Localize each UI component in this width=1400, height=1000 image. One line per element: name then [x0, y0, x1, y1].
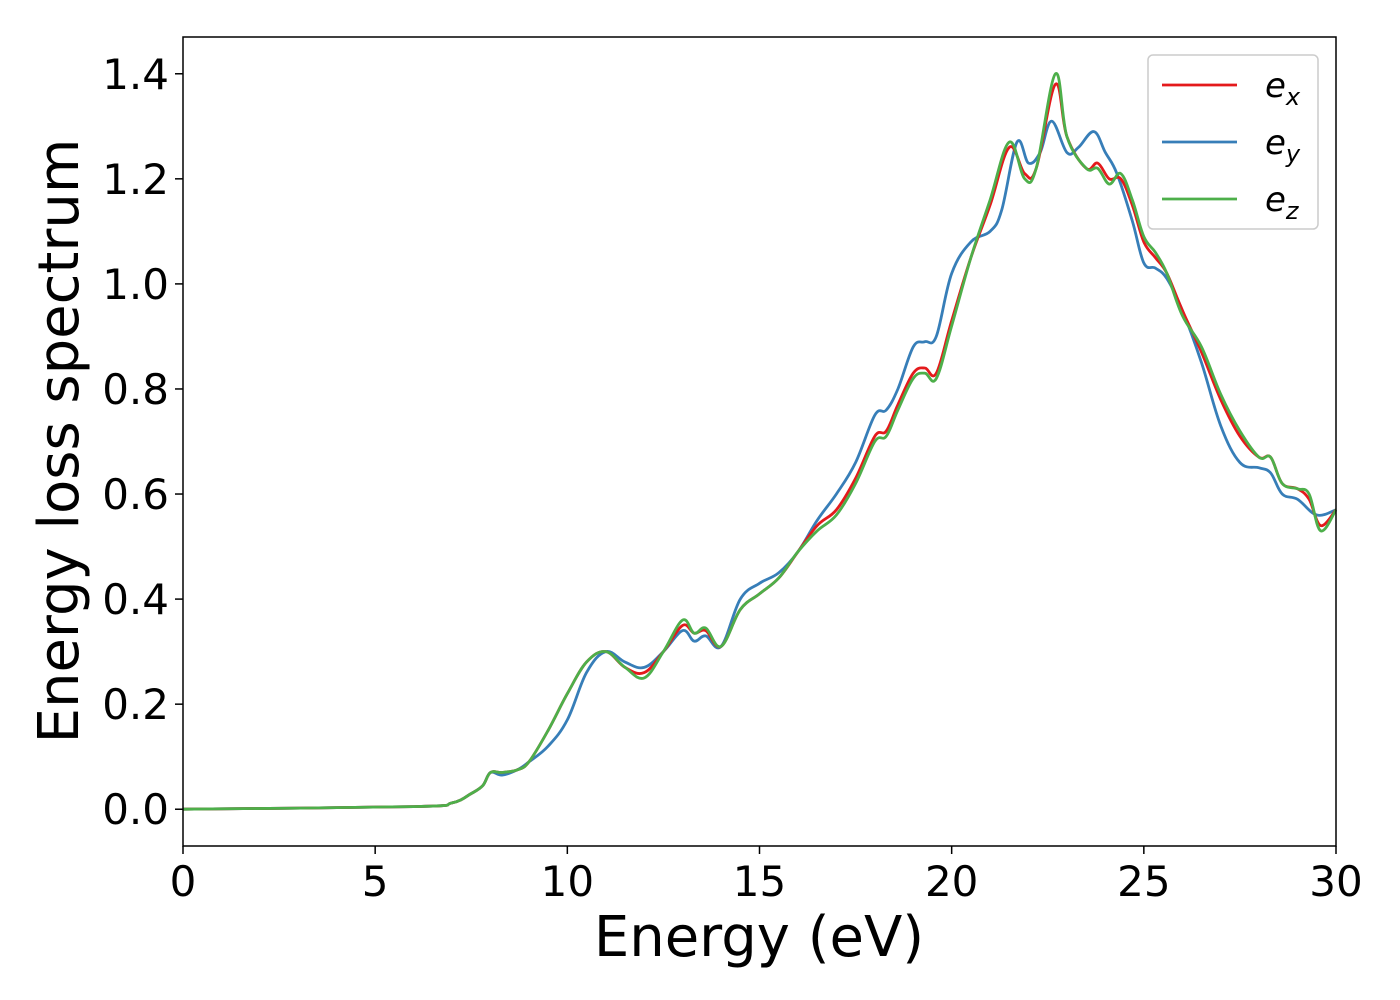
y-tick-label: 0.6: [102, 470, 169, 519]
x-tick-label: 20: [925, 857, 978, 906]
series-line-e-y: [182, 119, 1337, 811]
y-tick-label: 0.2: [102, 680, 169, 729]
x-tick-label: 5: [362, 857, 389, 906]
x-axis-title: Energy (eV): [594, 905, 924, 970]
legend-label-e-x: ex: [1265, 66, 1301, 111]
legend-label-e-y: ey: [1265, 123, 1301, 168]
y-tick-label: 0.8: [102, 365, 169, 414]
y-tick-label: 0.0: [102, 785, 169, 834]
x-tick-label: 0: [170, 857, 197, 906]
x-axis-ticks: 0 5 10 15 20 25 30: [170, 846, 1363, 906]
y-axis-ticks: 0.0 0.2 0.4 0.6 0.8 1.0 1.2 1.4: [102, 50, 183, 834]
series-line-e-z: [182, 72, 1338, 811]
y-tick-label: 1.0: [102, 260, 169, 309]
x-tick-label: 30: [1309, 857, 1362, 906]
legend: ex ey ez: [1147, 54, 1319, 230]
y-tick-label: 0.4: [102, 575, 169, 624]
x-tick-label: 10: [541, 857, 594, 906]
legend-label-e-z: ez: [1265, 180, 1300, 225]
y-tick-label: 1.2: [102, 155, 169, 204]
plot-series-group: [182, 72, 1338, 811]
x-tick-label: 15: [733, 857, 786, 906]
y-tick-label: 1.4: [102, 50, 169, 99]
y-axis-title: Energy loss spectrum: [27, 139, 92, 744]
x-tick-label: 25: [1117, 857, 1170, 906]
